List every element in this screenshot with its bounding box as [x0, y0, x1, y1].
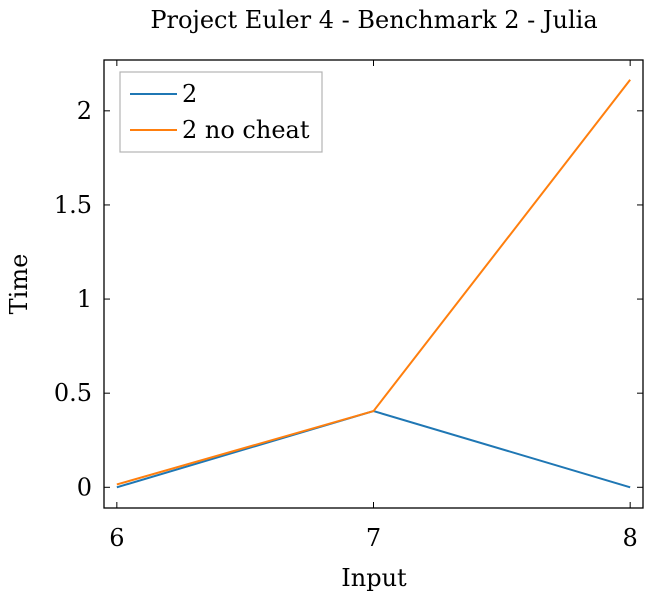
chart-title: Project Euler 4 - Benchmark 2 - Julia: [150, 6, 597, 34]
x-axis-label: Input: [341, 564, 407, 592]
legend: 2 2 no cheat: [119, 71, 323, 153]
y-axis: 0 0.5 1 1.5 2: [54, 97, 643, 501]
series-line-1: [116, 79, 631, 486]
y-tick-label: 1: [77, 285, 92, 313]
x-axis: 6 7 8: [109, 60, 638, 552]
x-tick-label: 6: [109, 524, 124, 552]
y-tick-label: 1.5: [54, 191, 92, 219]
legend-label-1: 2 no cheat: [182, 116, 310, 144]
series-line-0: [116, 410, 631, 489]
x-tick-label: 8: [623, 524, 638, 552]
series-layer: [116, 79, 631, 489]
y-axis-label: Time: [5, 254, 33, 315]
y-tick-label: 0.5: [54, 379, 92, 407]
legend-label-0: 2: [182, 80, 197, 108]
y-tick-label: 2: [77, 97, 92, 125]
legend-box: [119, 71, 323, 153]
x-tick-label: 7: [366, 524, 381, 552]
y-tick-label: 0: [77, 473, 92, 501]
